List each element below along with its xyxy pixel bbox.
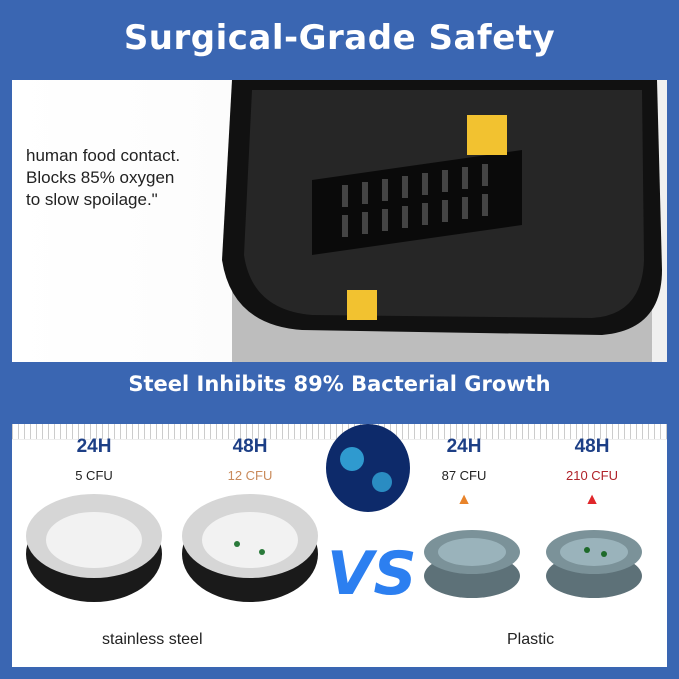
cfu-value: 5 CFU — [75, 468, 113, 483]
quote-line: human food contact. — [26, 146, 181, 165]
quote-line: to slow spoilage." — [26, 190, 158, 209]
arrow-up-icon: ▲ — [456, 491, 472, 508]
plastic-label: Plastic — [507, 631, 555, 648]
oxygen-quote: human food contact. Blocks 85% oxygen to… — [26, 145, 180, 211]
section-title: Steel Inhibits 89% Bacterial Growth — [128, 372, 551, 396]
time-label: 24H — [76, 436, 112, 457]
steel-label: stainless steel — [102, 631, 203, 648]
time-label: 48H — [232, 436, 268, 457]
cfu-value: 210 CFU — [565, 468, 619, 483]
lid-tray-image — [222, 80, 662, 335]
quote-line: Blocks 85% oxygen — [26, 168, 175, 187]
illustrations: VS — [26, 424, 642, 609]
plastic-24h: 24H 87 CFU ▲ — [404, 436, 524, 509]
cfu-value: 12 CFU — [227, 468, 273, 483]
plastic-bowl-48h — [546, 530, 642, 598]
page-title: Surgical-Grade Safety — [123, 18, 556, 58]
steel-bowl-24h — [26, 494, 162, 602]
vs-logo: VS — [327, 539, 417, 609]
time-label: 24H — [446, 436, 482, 457]
plastic-bowl-24h — [424, 530, 520, 598]
comparison-panel: 24H 5 CFU ▲ 48H 12 CFU ▲ 24H 87 CFU ▲ 48… — [12, 424, 667, 667]
bacteria-image — [326, 424, 410, 512]
plastic-48h: 48H 210 CFU ▲ — [532, 436, 652, 509]
product-photo-panel: human food contact. Blocks 85% oxygen to… — [12, 80, 667, 362]
cfu-value: 87 CFU — [441, 468, 487, 483]
steel-bowl-48h — [182, 494, 318, 602]
arrow-up-icon: ▲ — [584, 491, 600, 508]
time-label: 48H — [574, 436, 610, 457]
